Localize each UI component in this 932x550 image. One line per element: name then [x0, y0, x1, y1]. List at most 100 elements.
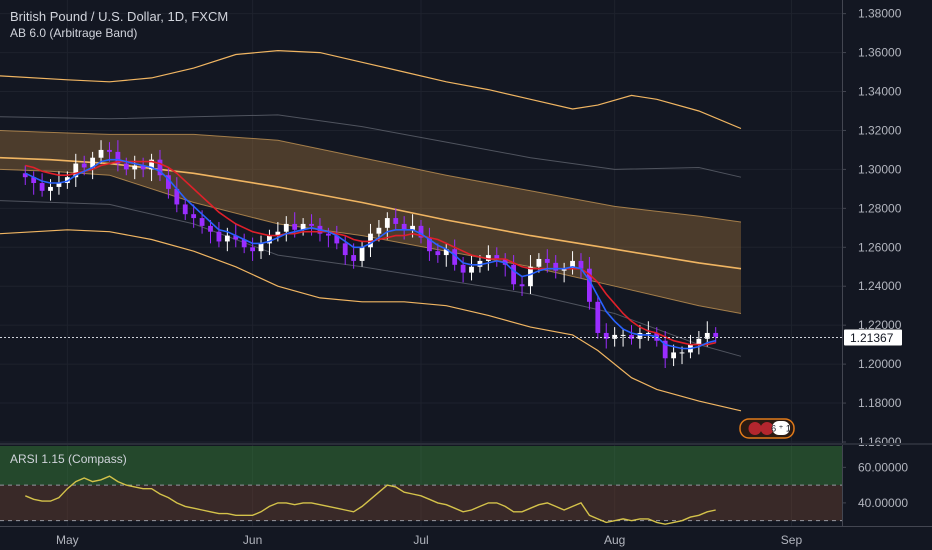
x-tick-label: Jun	[243, 533, 262, 547]
candle-body	[587, 268, 592, 302]
candle	[612, 327, 618, 347]
last-price-label: 1.21367	[850, 331, 894, 345]
y-tick-label: 1.28000	[858, 201, 902, 215]
candle	[157, 149, 163, 182]
candle-body	[224, 235, 230, 242]
candle-body	[368, 233, 373, 248]
candle-body	[199, 218, 205, 226]
candle	[241, 233, 247, 254]
candle-body	[115, 151, 121, 164]
candle	[578, 253, 584, 279]
x-tick-label: Jul	[413, 533, 428, 547]
candle-body	[267, 235, 272, 244]
arsi-pane: 60.00000 40.00000	[0, 443, 932, 525]
candle-body	[544, 258, 550, 263]
candle	[174, 177, 180, 213]
candle-body	[98, 149, 104, 158]
candle	[587, 257, 592, 310]
y-tick-label: 1.38000	[858, 7, 902, 21]
candle-body	[56, 183, 62, 187]
candle	[427, 227, 432, 261]
candle-body	[300, 223, 306, 230]
candle-body	[73, 163, 79, 178]
candle	[502, 253, 508, 277]
candle-body	[452, 249, 458, 265]
candle-body	[258, 243, 264, 252]
candle-body	[612, 334, 618, 339]
outer-upper-line	[0, 49, 742, 130]
time-axis: May Jun Jul Aug Sep	[0, 526, 932, 547]
candle-body	[418, 225, 424, 238]
svg-text:6 ⁺ 1: 6 ⁺ 1	[771, 424, 791, 434]
y-tick-label: 1.20000	[858, 357, 902, 371]
uk-flag-icon	[748, 422, 762, 435]
candle	[359, 241, 365, 267]
candle	[90, 151, 96, 180]
candle	[182, 198, 188, 221]
candle-body	[334, 235, 340, 244]
moving-averages	[24, 158, 716, 350]
x-tick-label: Sep	[781, 533, 803, 547]
candle-body	[140, 165, 146, 170]
candle-body	[64, 177, 70, 184]
candle-body	[351, 255, 357, 261]
candle-body	[292, 223, 298, 230]
candle-body	[250, 247, 255, 252]
candle	[435, 243, 441, 263]
candle-body	[485, 255, 491, 261]
candle-body	[401, 223, 407, 230]
candle	[334, 225, 340, 250]
candle	[511, 255, 517, 291]
candle-body	[22, 173, 28, 178]
candle-body	[90, 157, 96, 168]
y-tick-label: 1.36000	[858, 46, 902, 60]
arsi-title: ARSI 1.15 (Compass)	[10, 452, 127, 466]
candle	[443, 243, 449, 267]
y-tick-label: 1.32000	[858, 123, 902, 137]
candle	[216, 221, 222, 248]
candle	[637, 325, 643, 349]
candle	[603, 323, 609, 349]
candle-body	[460, 264, 466, 273]
candle-body	[553, 262, 559, 271]
candle-body	[191, 214, 197, 219]
candle	[39, 173, 45, 197]
candle-body	[536, 258, 542, 267]
candle-body	[519, 284, 525, 287]
candle	[561, 262, 567, 283]
candle-body	[494, 255, 500, 259]
candle	[393, 208, 399, 230]
candle	[671, 344, 676, 367]
candle	[368, 223, 373, 258]
x-tick-label: Aug	[604, 533, 625, 547]
candle-body	[570, 260, 575, 269]
candle-body	[241, 239, 247, 248]
flag-badge[interactable]: 6 ⁺ 1	[739, 418, 795, 439]
arsi-tick-label: 60.00000	[858, 460, 908, 474]
candle	[713, 327, 719, 343]
candle	[595, 295, 601, 339]
candle	[688, 334, 693, 359]
candle	[250, 237, 255, 261]
candle-body	[81, 163, 87, 168]
candle-body	[216, 231, 222, 242]
y-tick-label: 1.16000	[858, 435, 902, 449]
candle	[191, 204, 197, 228]
candle	[519, 276, 525, 296]
candle	[477, 255, 483, 273]
candle-body	[149, 159, 154, 170]
candle-body	[359, 247, 365, 261]
candle	[123, 157, 129, 176]
candle	[384, 212, 390, 240]
candle-body	[376, 227, 382, 234]
candle-body	[410, 225, 415, 230]
candle	[283, 216, 289, 242]
candle-body	[645, 332, 651, 334]
us-flag-icon	[760, 422, 774, 435]
candle	[469, 255, 474, 281]
candle-body	[275, 231, 281, 236]
candle-body	[528, 266, 533, 287]
ma-fast-line	[24, 158, 716, 350]
last-price-tag	[844, 329, 902, 346]
